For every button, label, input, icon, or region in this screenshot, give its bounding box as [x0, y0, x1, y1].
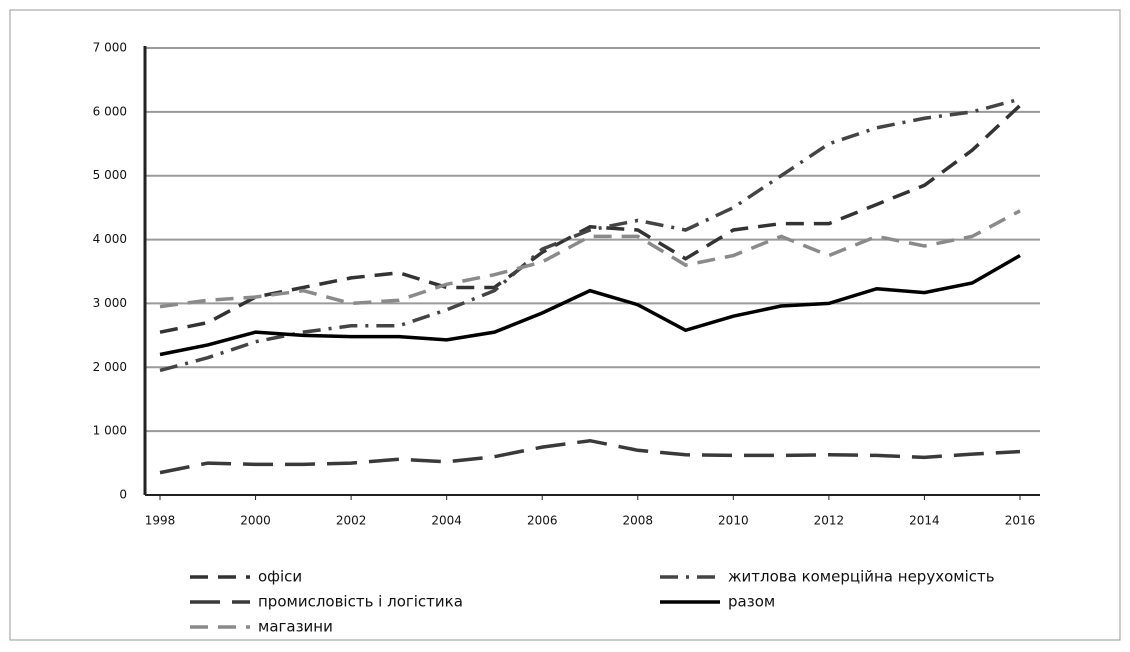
frame — [9, 9, 1121, 641]
legend-label: промисловість і логістика — [258, 593, 463, 611]
legend-label: офіси — [258, 568, 302, 586]
y-tick-label: 4 000 — [93, 232, 127, 246]
series-line — [159, 438, 1021, 475]
x-tick-label: 2014 — [909, 514, 940, 528]
x-tick-label: 2012 — [814, 514, 845, 528]
y-tick-label: 2 000 — [93, 360, 127, 374]
y-tick-label: 3 000 — [93, 296, 127, 310]
y-tick-label: 0 — [119, 488, 127, 502]
x-tick-label: 1998 — [145, 514, 176, 528]
y-tick-label: 7 000 — [93, 41, 127, 55]
x-tick-label: 2008 — [623, 514, 654, 528]
series-line — [159, 254, 1021, 357]
legend-label: разом — [728, 593, 775, 611]
series-line — [159, 209, 1021, 309]
x-tick-label: 2016 — [1005, 514, 1036, 528]
x-tick-label: 2002 — [336, 514, 367, 528]
legend-label: житлова комерційна нерухомість — [728, 568, 995, 586]
x-tick-label: 2010 — [718, 514, 749, 528]
y-tick-label: 1 000 — [93, 424, 127, 438]
series-line — [159, 97, 1021, 373]
y-tick-label: 5 000 — [93, 168, 127, 182]
series-line — [159, 104, 1022, 334]
x-tick-label: 2004 — [431, 514, 462, 528]
x-tick-label: 2006 — [527, 514, 558, 528]
y-tick-label: 6 000 — [93, 104, 127, 118]
legend-label: магазини — [258, 618, 333, 636]
x-tick-label: 2000 — [240, 514, 271, 528]
